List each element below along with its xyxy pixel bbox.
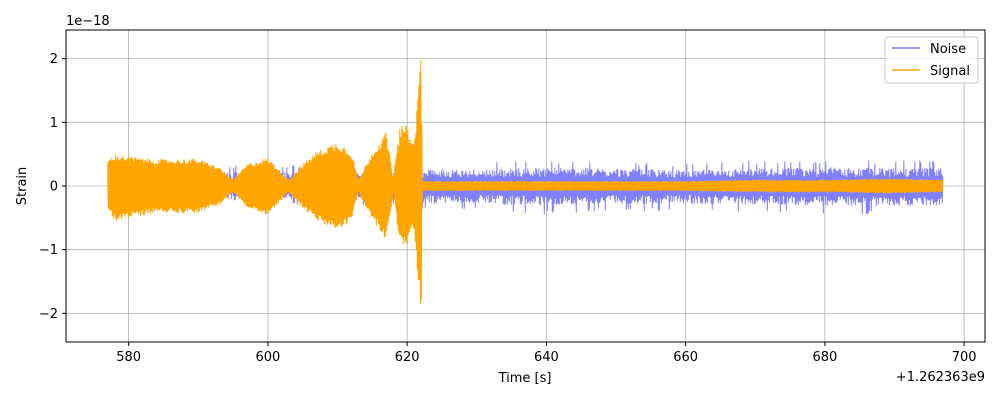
legend: Noise Signal	[884, 36, 979, 84]
series-line-signal	[107, 60, 944, 305]
y-tick-label: −2	[39, 307, 58, 322]
y-tick-label: 2	[50, 52, 58, 67]
y-tick-label: 1	[50, 116, 58, 131]
y-tick-label: −1	[39, 243, 58, 258]
series-layer	[107, 60, 944, 305]
y-tick-label: 0	[50, 180, 58, 195]
legend-label-noise: Noise	[930, 42, 966, 57]
y-scale-label: 1e−18	[66, 14, 110, 29]
x-axis-label: Time [s]	[498, 371, 552, 386]
legend-label-signal: Signal	[930, 64, 970, 79]
x-tick-label: 620	[395, 350, 420, 365]
x-tick-label: 660	[673, 350, 698, 365]
x-tick-label: 580	[116, 350, 141, 365]
x-offset-label: +1.262363e9	[896, 370, 985, 385]
x-tick-label: 680	[812, 350, 837, 365]
ticks: 580 600 620 640 660 680 700 −2 −1 0 1 2	[39, 52, 977, 365]
x-tick-label: 640	[534, 350, 559, 365]
x-tick-label: 600	[255, 350, 280, 365]
x-tick-label: 700	[952, 350, 977, 365]
y-axis-label: Strain	[15, 167, 30, 206]
